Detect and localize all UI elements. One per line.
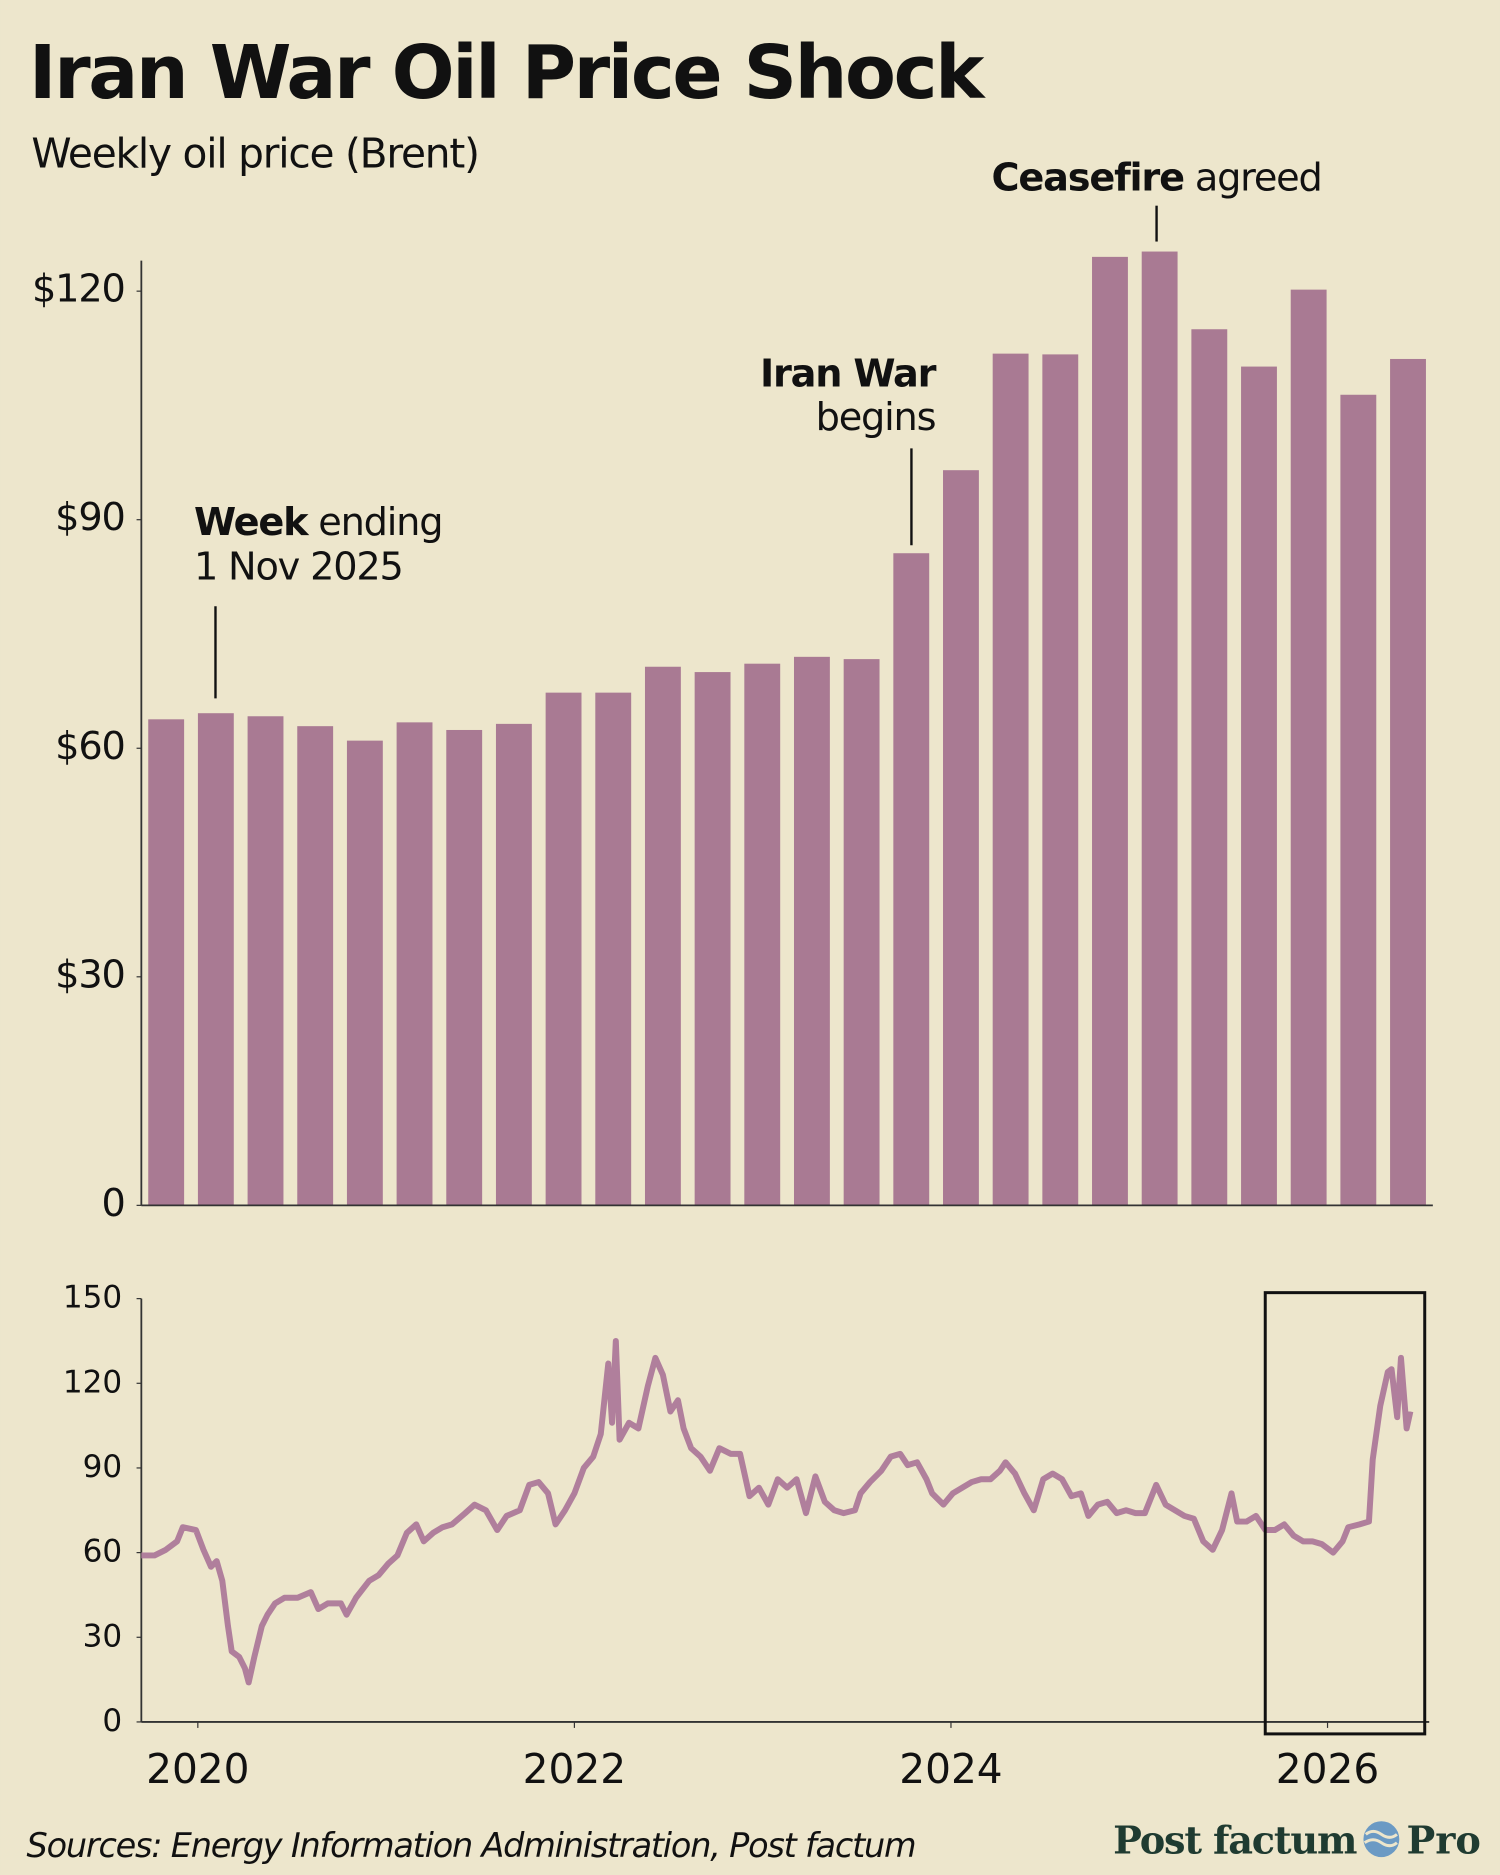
bar — [893, 553, 930, 1206]
bar — [694, 672, 731, 1206]
bar — [545, 692, 582, 1206]
y-tick-label: 60 — [83, 1534, 123, 1570]
chart-subtitle: Weekly oil price (Brent) — [31, 129, 478, 177]
bar — [1141, 251, 1178, 1206]
annotation-space — [307, 499, 318, 544]
y-tick-label: 90 — [83, 1449, 123, 1485]
bar — [943, 470, 979, 1206]
y-tick-label: 120 — [63, 1364, 122, 1400]
brand-name: Post factum — [1113, 1818, 1357, 1863]
bar — [1092, 256, 1128, 1206]
bar — [1340, 394, 1377, 1206]
y-tick-label: $90 — [55, 495, 124, 540]
annotation-line2: 1 Nov 2025 — [194, 545, 403, 590]
bar — [495, 723, 532, 1206]
annotation-line2: begins — [816, 395, 936, 440]
y-tick-label: $30 — [55, 952, 124, 997]
annotation-text: agreed — [1195, 155, 1322, 200]
bar — [346, 740, 383, 1206]
y-tick-label: 30 — [83, 1618, 123, 1654]
x-tick-label: 2022 — [523, 1745, 626, 1793]
highlight-box — [1263, 1291, 1427, 1736]
bar — [793, 656, 830, 1206]
bar — [1191, 329, 1228, 1206]
annotation: Ceasefire agreed — [992, 155, 1322, 200]
annotation-space — [1184, 155, 1195, 200]
price-line — [141, 1337, 1414, 1686]
bar — [446, 729, 483, 1206]
annotation: Iran War — [760, 351, 937, 396]
brand-logo-waves — [1363, 1829, 1398, 1848]
bar — [1241, 366, 1277, 1206]
bar — [1042, 354, 1079, 1206]
y-tick-label: 0 — [102, 1703, 122, 1739]
brand-tier: Pro — [1406, 1818, 1480, 1863]
bar — [1290, 289, 1327, 1206]
bar — [197, 713, 234, 1206]
annotation-bold: Week — [194, 499, 310, 544]
chart-title: Iran War Oil Price Shock — [29, 30, 986, 116]
y-tick-label: $60 — [55, 724, 124, 769]
bar — [297, 726, 334, 1206]
x-tick-label: 2024 — [899, 1745, 1002, 1793]
bar — [744, 663, 781, 1206]
annotation-text: ending — [318, 499, 442, 544]
bar — [148, 719, 185, 1206]
x-tick-label: 2026 — [1276, 1745, 1379, 1793]
y-tick-label: $120 — [32, 267, 125, 312]
bar — [843, 659, 880, 1206]
bar — [396, 722, 433, 1206]
annotation-bold: Ceasefire — [992, 155, 1185, 200]
bar — [1390, 358, 1426, 1206]
bar — [595, 692, 632, 1206]
annotation-bold: Iran War — [760, 351, 937, 396]
bar — [992, 353, 1029, 1206]
bar — [644, 666, 681, 1206]
bar — [247, 716, 284, 1206]
y-tick-label: 150 — [63, 1280, 122, 1316]
annotation: Week ending — [194, 499, 442, 544]
y-tick-label: 0 — [101, 1181, 124, 1226]
brand: Post factum Pro — [1113, 1818, 1481, 1863]
source-note: Sources: Energy Information Administrati… — [27, 1826, 916, 1865]
x-tick-label: 2020 — [146, 1745, 249, 1793]
